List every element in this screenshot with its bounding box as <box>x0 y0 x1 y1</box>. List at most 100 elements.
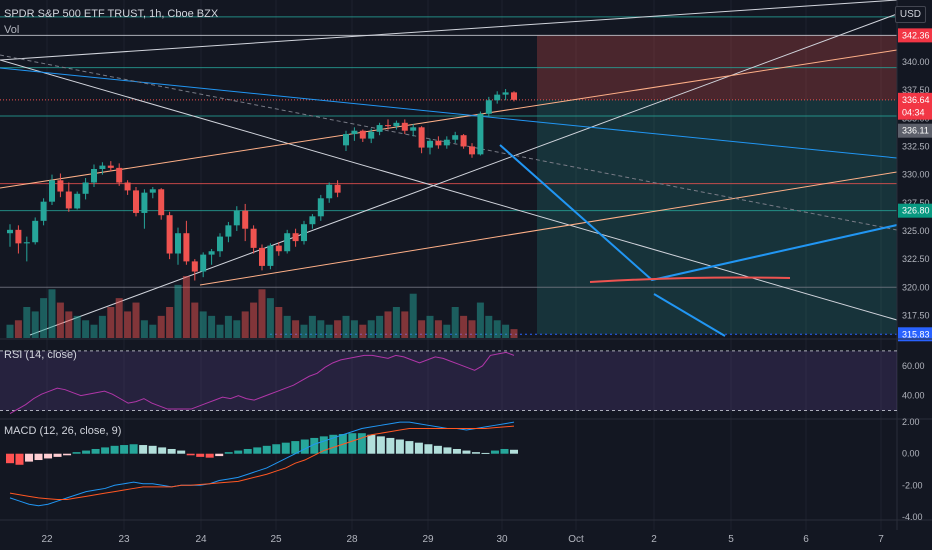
macd-histogram-bar <box>319 436 328 454</box>
macd-histogram-bar <box>15 453 24 465</box>
price-label-box <box>898 92 932 107</box>
candle-body <box>502 92 509 95</box>
volume-bar <box>73 315 81 338</box>
candle-body <box>208 251 215 255</box>
macd-histogram-bar <box>34 453 43 461</box>
candle-body <box>343 134 349 146</box>
volume-bar <box>342 315 350 338</box>
price-tick-label: 317.50 <box>902 310 930 320</box>
volume-bar <box>510 329 518 338</box>
candle-body <box>49 180 55 202</box>
volume-bar <box>149 324 157 338</box>
trend-line-2 <box>29 13 898 336</box>
volume-bar <box>493 320 501 338</box>
candle-body <box>292 233 299 242</box>
candle-body <box>191 261 198 272</box>
volume-bar <box>124 311 132 338</box>
macd-histogram-bar <box>310 437 319 454</box>
price-label-text: 04:34 <box>902 108 925 118</box>
volume-bar <box>317 320 325 338</box>
candle-body <box>309 216 316 225</box>
price-tick-label: 337.50 <box>902 85 930 95</box>
macd-histogram-bar <box>82 450 91 454</box>
price-label-text: 342.36 <box>902 30 930 40</box>
price-label-text: 336.64 <box>902 95 930 105</box>
volume-bar <box>166 307 174 338</box>
chart-title: SPDR S&P 500 ETF TRUST, 1h, Cboe BZX <box>4 8 219 20</box>
price-tick-label: 327.50 <box>902 198 930 208</box>
price-label-box <box>898 203 932 218</box>
candle-body <box>334 184 341 193</box>
volume-bar <box>300 324 308 338</box>
volume-bar <box>283 315 291 338</box>
candle-body <box>149 189 156 193</box>
price-tick-label: 340.00 <box>902 57 930 67</box>
volume-bar <box>182 276 190 338</box>
volume-bar <box>485 315 493 338</box>
volume-bar <box>476 302 484 338</box>
candle-body <box>259 247 265 266</box>
volume-bar <box>325 324 333 338</box>
candle-body <box>116 167 123 183</box>
candle-body <box>351 130 358 135</box>
macd-histogram-bar <box>53 453 62 457</box>
candle-body <box>418 127 425 148</box>
candle-body <box>23 242 30 244</box>
time-tick-label: 22 <box>41 534 53 545</box>
time-tick-label: 25 <box>270 534 282 545</box>
volume-bar <box>250 302 258 338</box>
macd-histogram-bar <box>348 433 357 454</box>
candle-body <box>460 135 467 147</box>
candle-body <box>326 184 333 199</box>
currency-badge[interactable]: USD <box>894 6 926 23</box>
macd-histogram-bar <box>215 453 224 457</box>
price-label-box <box>898 105 932 120</box>
price-tick-label: 330.00 <box>902 170 930 180</box>
volume-bar <box>233 320 241 338</box>
candle-body <box>401 122 408 131</box>
candle-body <box>99 165 106 169</box>
macd-histogram-bar <box>120 445 129 454</box>
price-label-box <box>898 28 932 43</box>
volume-bar <box>191 302 199 338</box>
target-zone <box>537 99 897 335</box>
macd-histogram-bar <box>129 444 138 454</box>
volume-bar <box>31 311 39 338</box>
macd-histogram-bar <box>224 452 233 454</box>
candle-body <box>469 146 475 155</box>
macd-histogram-bar <box>481 452 490 454</box>
time-tick-label: 30 <box>496 534 508 545</box>
macd-histogram-bar <box>490 450 499 454</box>
macd-tick-label: 2.00 <box>902 417 920 427</box>
macd-histogram-bar <box>414 442 423 454</box>
trend-line-3 <box>0 49 898 189</box>
volume-bar <box>199 311 207 338</box>
freehand-annotation <box>589 276 791 283</box>
volume-bar <box>107 307 115 338</box>
volume-bar <box>443 324 451 338</box>
macd-tick-label: 0.00 <box>902 449 920 459</box>
trend-line-5 <box>0 67 898 159</box>
macd-histogram-bar <box>148 445 157 454</box>
rsi-line <box>9 351 515 414</box>
price-label-text: 336.11 <box>902 126 929 136</box>
candle-body <box>435 140 442 146</box>
macd-histogram-bar <box>262 445 271 454</box>
macd-histogram-bar <box>329 434 338 454</box>
macd-tick-label: -4.00 <box>902 512 923 522</box>
macd-histogram-bar <box>272 444 281 454</box>
volume-bar <box>174 284 182 338</box>
macd-histogram-bar <box>367 434 376 454</box>
macd-histogram-bar <box>433 445 442 454</box>
macd-histogram-bar <box>291 441 300 454</box>
candle-body <box>141 192 148 213</box>
time-tick-label: 24 <box>195 534 207 545</box>
candle-body <box>267 245 274 266</box>
candle-body <box>410 127 417 131</box>
volume-bar <box>90 324 98 338</box>
price-tick-label: 325.00 <box>902 226 930 236</box>
volume-bar <box>359 324 367 338</box>
candle-body <box>225 225 232 237</box>
